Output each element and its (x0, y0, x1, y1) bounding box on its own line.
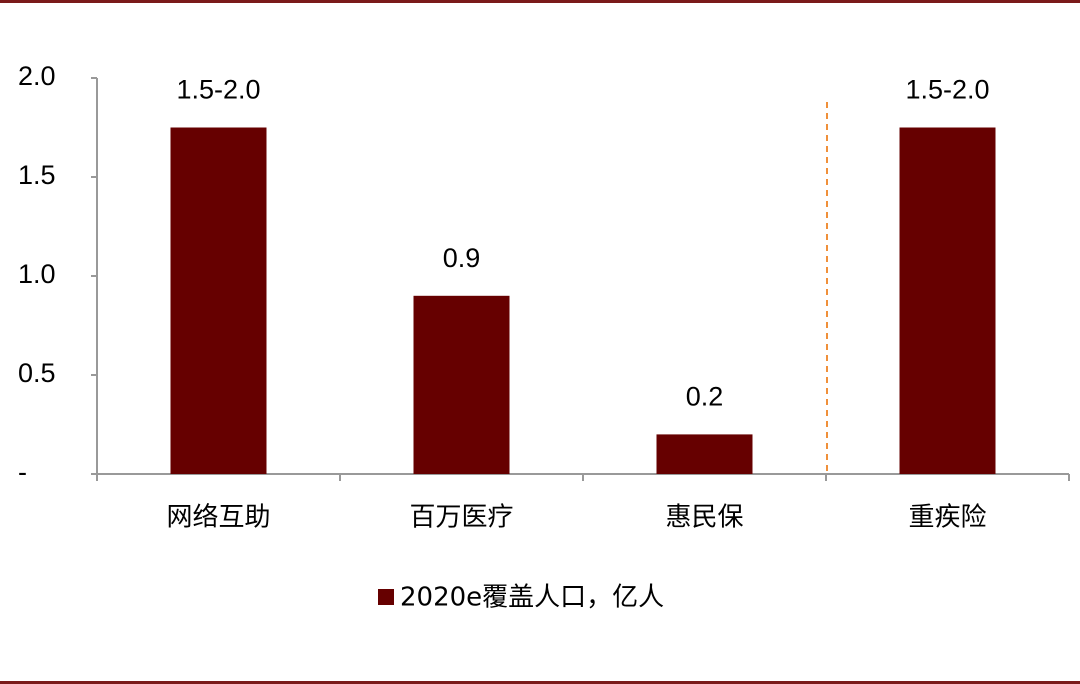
y-tick-label: 2.0 (18, 61, 56, 91)
bar (413, 295, 510, 474)
legend-label: 2020e覆盖人口，亿人 (400, 583, 664, 613)
x-tick-label: 网络互助 (166, 503, 270, 533)
bottom-border (0, 681, 1080, 684)
bar (170, 127, 267, 474)
bar (656, 434, 753, 474)
y-tick-label: 1.5 (18, 160, 56, 190)
data-label: 1.5-2.0 (905, 75, 989, 105)
x-tick-label: 百万医疗 (409, 503, 513, 533)
x-tick-label: 惠民保 (665, 503, 743, 533)
y-tick-label: 1.0 (18, 259, 56, 289)
data-label: 0.2 (686, 382, 724, 412)
data-label: 0.9 (443, 243, 481, 273)
top-border (0, 0, 1080, 3)
legend-swatch (378, 589, 394, 605)
y-tick-label: - (18, 457, 27, 487)
y-tick-label: 0.5 (18, 358, 56, 388)
x-tick-label: 重疾险 (908, 503, 986, 533)
data-label: 1.5-2.0 (176, 75, 260, 105)
bar (899, 127, 996, 474)
